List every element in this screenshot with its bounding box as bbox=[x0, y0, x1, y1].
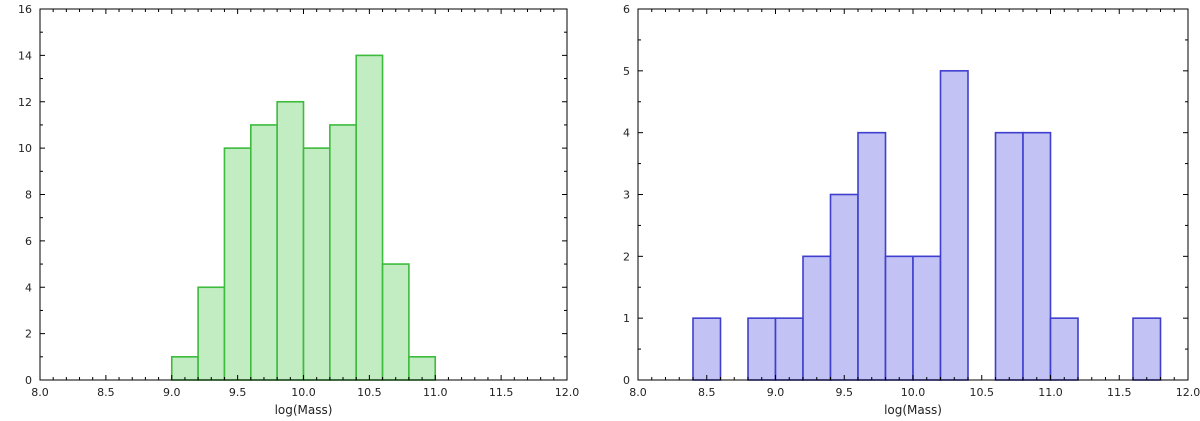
x-tick-label: 8.5 bbox=[698, 386, 716, 399]
y-tick-label: 12 bbox=[18, 96, 32, 109]
y-tick-label: 16 bbox=[18, 3, 32, 16]
histogram-bar bbox=[1132, 317, 1162, 381]
x-tick-label: 8.0 bbox=[629, 386, 647, 399]
y-tick-label: 4 bbox=[25, 281, 32, 294]
x-tick-label: 9.5 bbox=[836, 386, 854, 399]
x-tick-label: 10.0 bbox=[901, 386, 926, 399]
x-tick-label: 11.5 bbox=[1107, 386, 1132, 399]
left-histogram-panel: 8.0 8.5 9.0 9.5 10.0 10.5 11.0 11.5 12.0 0 2 4 6 8 10 1… bbox=[18, 3, 579, 417]
x-tick-label: 8.5 bbox=[97, 386, 115, 399]
y-tick-label: 5 bbox=[623, 65, 630, 78]
y-tick-label: 6 bbox=[25, 235, 32, 248]
histogram-bar bbox=[912, 255, 942, 381]
histogram-bar bbox=[692, 317, 722, 381]
x-tick-label: 12.0 bbox=[1176, 386, 1200, 399]
histogram-bar bbox=[747, 317, 777, 381]
x-axis-label: log(Mass) bbox=[884, 403, 942, 417]
x-tick-label: 11.0 bbox=[1038, 386, 1063, 399]
x-tick-label: 10.5 bbox=[357, 386, 382, 399]
x-tick-label: 9.0 bbox=[767, 386, 785, 399]
x-tick-label: 11.0 bbox=[423, 386, 448, 399]
histogram-bar bbox=[994, 131, 1024, 381]
y-tick-label: 1 bbox=[623, 312, 630, 325]
y-tick-label: 0 bbox=[25, 374, 32, 387]
x-tick-label: 9.5 bbox=[229, 386, 247, 399]
histogram-bar bbox=[939, 70, 969, 381]
histogram-bar bbox=[250, 124, 278, 381]
x-axis-label: log(Mass) bbox=[275, 403, 333, 417]
y-tick-label: 10 bbox=[18, 142, 32, 155]
y-tick-label: 6 bbox=[623, 3, 630, 16]
histogram-bar bbox=[884, 255, 914, 381]
histogram-bar bbox=[1049, 317, 1079, 381]
y-tick-label: 8 bbox=[25, 189, 32, 202]
x-tick-label: 12.0 bbox=[555, 386, 580, 399]
histogram-bar bbox=[802, 255, 832, 381]
histogram-bar bbox=[223, 147, 252, 381]
y-tick-label: 14 bbox=[18, 49, 32, 62]
x-tick-label: 11.5 bbox=[489, 386, 514, 399]
x-tick-label: 10.5 bbox=[970, 386, 995, 399]
x-tick-label: 10.0 bbox=[291, 386, 316, 399]
y-tick-label: 0 bbox=[623, 374, 630, 387]
histogram-bar bbox=[329, 124, 358, 381]
x-tick-label: 8.0 bbox=[31, 386, 49, 399]
y-tick-label: 2 bbox=[25, 328, 32, 341]
histogram-bar bbox=[1022, 131, 1052, 381]
histogram-bar bbox=[829, 193, 859, 381]
histogram-bar bbox=[381, 263, 410, 381]
right-histogram-panel: 8.0 8.5 9.0 9.5 10.0 10.5 11.0 11.5 12.0 0 1 2 3 4 5 6 l… bbox=[623, 3, 1200, 417]
histogram-bar bbox=[857, 131, 887, 381]
histogram-bar bbox=[197, 286, 226, 381]
histogram-bar bbox=[774, 317, 804, 381]
y-tick-label: 3 bbox=[623, 189, 630, 202]
x-tick-label: 9.0 bbox=[163, 386, 181, 399]
histogram-bar bbox=[170, 356, 199, 381]
histogram-bar bbox=[302, 147, 331, 381]
y-tick-label: 2 bbox=[623, 250, 630, 263]
y-tick-label: 4 bbox=[623, 127, 630, 140]
histogram-bar bbox=[355, 54, 384, 381]
histogram-bar bbox=[276, 100, 305, 381]
histogram-bar bbox=[408, 356, 437, 381]
